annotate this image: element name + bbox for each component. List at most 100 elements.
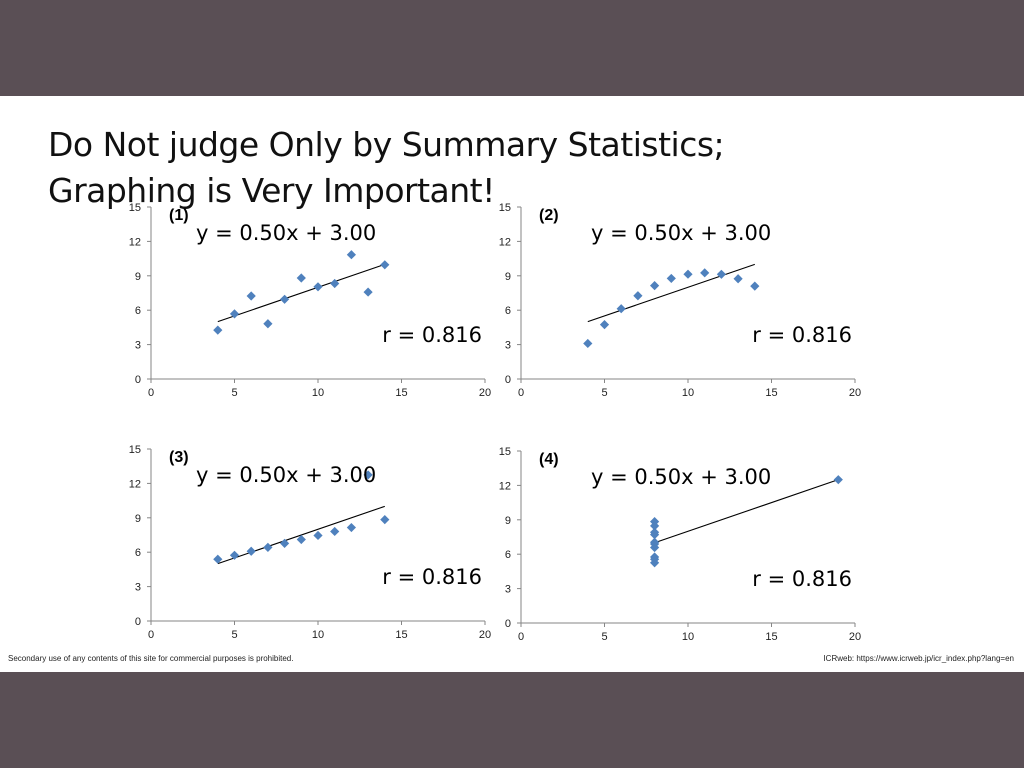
x-tick-label: 20: [849, 631, 861, 643]
data-point: [363, 470, 373, 480]
r-value-label: r = 0.816: [382, 323, 482, 347]
y-tick-label: 9: [135, 513, 141, 525]
x-tick-label: 0: [518, 631, 524, 643]
x-tick-label: 15: [395, 387, 407, 399]
data-point: [246, 291, 256, 301]
y-tick-label: 15: [129, 202, 141, 214]
x-tick-label: 10: [312, 629, 324, 641]
data-point: [380, 515, 390, 525]
y-tick-label: 6: [505, 549, 511, 561]
data-point: [296, 273, 306, 283]
y-tick-label: 3: [135, 340, 141, 352]
y-tick-label: 12: [129, 478, 141, 490]
y-tick-label: 3: [135, 582, 141, 594]
y-tick-label: 3: [505, 340, 511, 352]
x-tick-label: 20: [849, 387, 861, 399]
data-point: [650, 281, 660, 291]
panel-label: (3): [169, 449, 189, 466]
data-point: [246, 546, 256, 556]
data-point: [263, 542, 273, 552]
x-tick-label: 5: [601, 387, 607, 399]
slide-title: Do Not judge Only by Summary Statistics;…: [48, 122, 725, 214]
x-tick-label: 10: [682, 631, 694, 643]
data-point: [330, 526, 340, 537]
y-tick-label: 0: [135, 616, 141, 628]
x-tick-label: 5: [231, 387, 237, 399]
title-line-2: Graphing is Very Important!: [48, 171, 495, 210]
title-line-1: Do Not judge Only by Summary Statistics;: [48, 125, 725, 164]
data-point: [280, 294, 290, 304]
x-tick-label: 0: [148, 387, 154, 399]
data-point: [346, 250, 356, 260]
equation-label: y = 0.50x + 3.00: [591, 465, 771, 489]
footer-source-link[interactable]: ICRweb: https://www.icrweb.jp/icr_index.…: [823, 654, 1014, 663]
y-tick-label: 9: [135, 271, 141, 283]
data-point: [599, 320, 610, 330]
r-value-label: r = 0.816: [752, 567, 852, 591]
footer-disclaimer: Secondary use of any contents of this si…: [8, 654, 294, 663]
top-band: [0, 0, 1024, 96]
panel-label: (1): [169, 207, 189, 224]
x-tick-label: 15: [395, 629, 407, 641]
data-point: [666, 273, 676, 284]
equation-label: y = 0.50x + 3.00: [196, 463, 376, 487]
equation-label: y = 0.50x + 3.00: [196, 221, 376, 245]
data-point: [583, 338, 593, 349]
scatter-chart-4: 0 3 6 9 12 15 0 5 10 15 20 (4) y = 0.50x + 3.00 r = 0…: [499, 446, 861, 643]
y-tick-label: 15: [499, 446, 511, 458]
y-tick-label: 0: [505, 374, 511, 386]
data-point: [363, 287, 373, 297]
r-value-label: r = 0.816: [752, 323, 852, 347]
x-tick-label: 15: [765, 631, 777, 643]
x-tick-label: 20: [479, 387, 491, 399]
scatter-chart-2: 0 3 6 9 12 15 0 5 10 15 20 (2) y = 0.50x + 3.00 r = 0…: [499, 202, 861, 399]
y-tick-label: 6: [135, 305, 141, 317]
scatter-chart-3: 0 3 6 9 12 15 0 5 10 15 20 (3) y = 0.50x + 3.00 r = 0…: [129, 444, 491, 641]
data-point: [733, 274, 743, 284]
bottom-band: [0, 672, 1024, 768]
data-point: [716, 269, 726, 279]
y-tick-label: 15: [129, 444, 141, 456]
y-tick-label: 12: [499, 480, 511, 492]
x-tick-label: 5: [601, 631, 607, 643]
panel-label: (4): [539, 451, 559, 468]
y-tick-label: 0: [505, 618, 511, 630]
y-tick-label: 12: [129, 236, 141, 248]
data-point: [229, 309, 240, 319]
data-point: [330, 278, 340, 289]
data-point: [616, 304, 626, 314]
data-point: [263, 319, 273, 329]
r-value-label: r = 0.816: [382, 565, 482, 589]
y-tick-label: 9: [505, 271, 511, 283]
y-tick-label: 3: [505, 584, 511, 596]
data-point: [633, 291, 643, 301]
data-point: [346, 522, 356, 533]
trend-line: [654, 479, 839, 544]
data-point: [700, 268, 710, 278]
y-tick-label: 6: [505, 305, 511, 317]
equation-label: y = 0.50x + 3.00: [591, 221, 771, 245]
data-point: [313, 530, 323, 541]
slide: Do Not judge Only by Summary Statistics;…: [0, 96, 1024, 672]
x-tick-label: 5: [231, 629, 237, 641]
x-tick-label: 10: [312, 387, 324, 399]
x-tick-label: 20: [479, 629, 491, 641]
trend-line: [587, 263, 755, 323]
x-tick-label: 0: [518, 387, 524, 399]
y-tick-label: 15: [499, 202, 511, 214]
data-point: [380, 260, 390, 270]
panel-label: (2): [539, 207, 559, 224]
scatter-chart-1: 0 3 6 9 12 15 0 5 10 15 20 (1) y = 0.50x + 3.00 r = 0…: [129, 202, 491, 399]
y-tick-label: 12: [499, 236, 511, 248]
data-point: [683, 269, 693, 279]
y-tick-label: 0: [135, 374, 141, 386]
data-point: [313, 282, 323, 292]
y-tick-label: 6: [135, 547, 141, 559]
x-tick-label: 10: [682, 387, 694, 399]
x-tick-label: 15: [765, 387, 777, 399]
x-tick-label: 0: [148, 629, 154, 641]
y-tick-label: 9: [505, 515, 511, 527]
trend-line: [217, 263, 385, 323]
data-point: [213, 325, 223, 335]
data-point: [750, 281, 760, 291]
